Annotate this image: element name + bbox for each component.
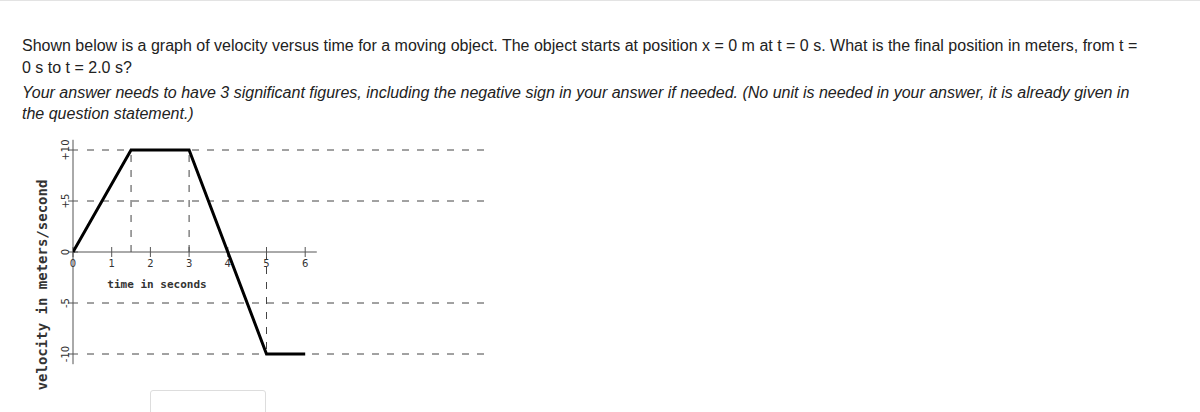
top-border — [0, 0, 1200, 1]
answer-input[interactable] — [150, 390, 266, 412]
y-axis-label: velocity in meters/second — [34, 180, 50, 391]
y-tick-label: -5 — [60, 298, 71, 308]
x-tick — [111, 247, 112, 257]
question-text: Shown below is a graph of velocity versu… — [22, 36, 1137, 56]
y-tick-label: 0 — [60, 249, 71, 255]
y-tick-label: +5 — [60, 194, 71, 209]
grid-line — [87, 303, 490, 304]
x-tick-label: 3 — [186, 258, 192, 269]
plot-area — [73, 150, 305, 354]
x-tick — [266, 247, 267, 257]
x-tick-label: 0 — [70, 258, 76, 269]
guide-line — [189, 150, 190, 252]
x-axis-label: time in seconds — [107, 278, 206, 291]
y-tick-label: +10 — [60, 139, 71, 160]
instruction-text: the question statement.) — [22, 104, 194, 124]
instruction-text: Your answer needs to have 3 significant … — [22, 83, 1129, 103]
x-axis — [73, 252, 317, 253]
x-tick — [305, 247, 306, 257]
x-tick — [189, 247, 190, 257]
x-tick-label: 6 — [302, 258, 308, 269]
velocity-line — [73, 150, 305, 354]
question-text: 0 s to t = 2.0 s? — [22, 58, 132, 78]
guide-line — [131, 150, 132, 252]
x-tick-label: 5 — [263, 258, 269, 269]
x-tick — [150, 247, 151, 257]
grid-line — [87, 201, 490, 202]
y-tick-label: -10 — [60, 346, 71, 362]
x-tick-label: 1 — [109, 258, 115, 269]
x-tick-label: 2 — [147, 258, 153, 269]
